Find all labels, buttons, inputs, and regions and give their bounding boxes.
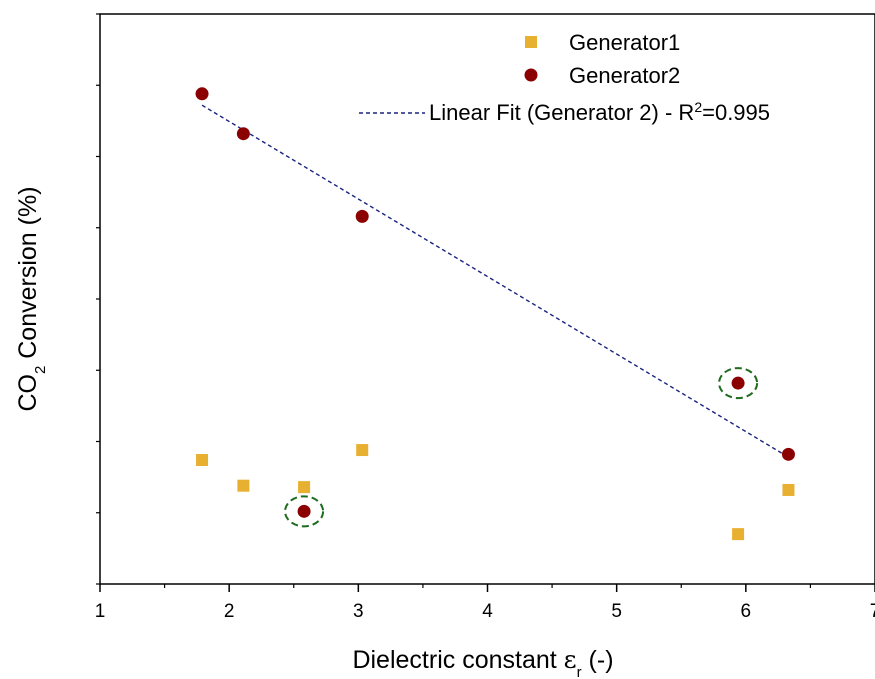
- points-layer: [195, 87, 795, 541]
- point-generator2: [781, 447, 795, 461]
- point-generator1: [298, 481, 311, 494]
- x-tick-label: 6: [741, 601, 752, 622]
- highlight-ellipse: [718, 367, 759, 400]
- point-generator1: [196, 454, 209, 467]
- x-tick-label: 5: [611, 601, 622, 622]
- legend-label-fit: Linear Fit (Generator 2) - R2=0.995: [429, 99, 770, 125]
- highlight-ellipse: [284, 495, 325, 528]
- x-tick-label: 7: [870, 601, 875, 622]
- highlight-layer: [284, 367, 759, 528]
- fit-layer: [201, 104, 789, 458]
- legend: Generator1 Generator2 Linear Fit (Genera…: [359, 30, 770, 125]
- point-generator2: [297, 504, 311, 518]
- x-tick-label: 1: [95, 601, 106, 622]
- fit-line: [201, 104, 789, 458]
- legend-label-generator2: Generator2: [569, 63, 680, 88]
- x-tick-label: 2: [224, 601, 235, 622]
- point-generator2: [731, 376, 745, 390]
- y-axis-ticks: [96, 13, 100, 585]
- point-generator2: [195, 87, 209, 101]
- point-generator1: [732, 528, 745, 541]
- x-axis-ticks: 1 2 3 4 5 6 7: [95, 584, 875, 622]
- point-generator1: [782, 483, 795, 496]
- x-axis-title: Dielectric constant εr (-): [352, 645, 613, 679]
- legend-marker-generator2: [524, 68, 538, 82]
- x-tick-label: 3: [353, 601, 364, 622]
- y-axis-title: CO2 Conversion (%): [14, 186, 49, 411]
- legend-label-generator1: Generator1: [569, 30, 680, 55]
- point-generator2: [355, 209, 369, 223]
- x-tick-label: 4: [482, 601, 493, 622]
- legend-marker-generator1: [525, 36, 537, 48]
- point-generator1: [356, 444, 369, 457]
- point-generator1: [237, 479, 250, 492]
- point-generator2: [236, 127, 250, 141]
